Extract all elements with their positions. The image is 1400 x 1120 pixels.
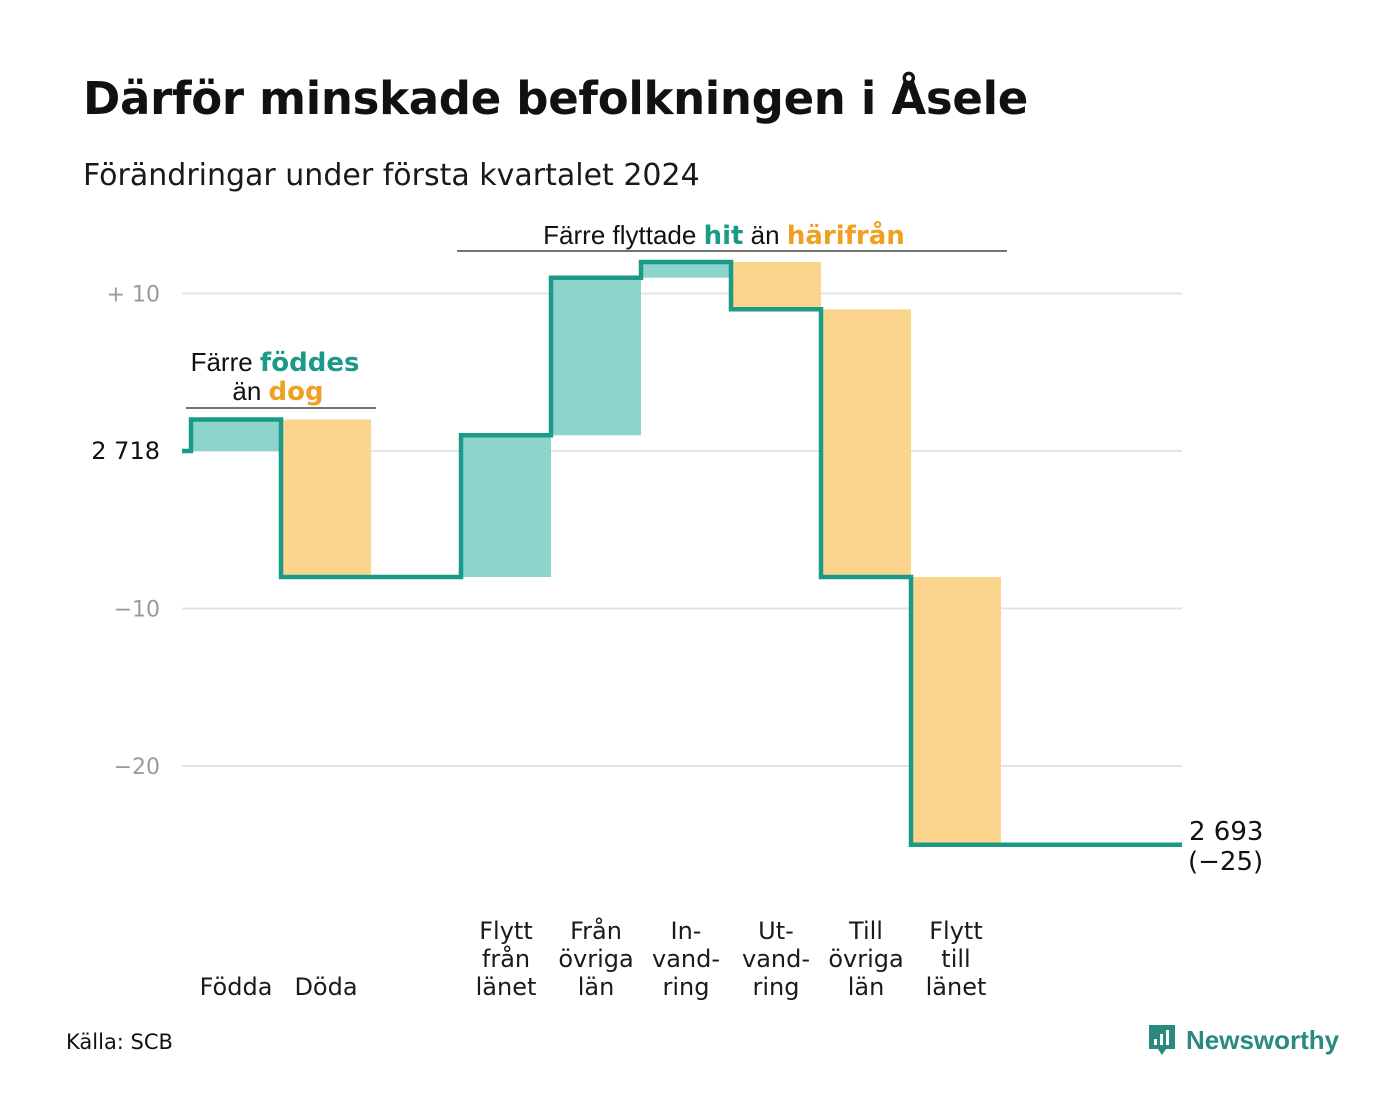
- hl-dog: dog: [269, 377, 324, 407]
- category-label: till: [941, 945, 970, 973]
- category-label: ring: [663, 973, 710, 1001]
- newsworthy-logo: Newsworthy: [1146, 1022, 1339, 1058]
- newsworthy-logo-icon: [1149, 1025, 1175, 1055]
- category-label: Från: [570, 916, 622, 945]
- chart-title: Därför minskade befolkningen i Åsele: [83, 72, 1028, 125]
- hl-harifran: härifrån: [787, 219, 905, 251]
- chart-subtitle: Förändringar under första kvartalet 2024: [83, 158, 700, 193]
- category-label: vand-: [652, 945, 720, 973]
- category-label: Flytt: [479, 917, 533, 945]
- end-value-label: 2 693: [1189, 817, 1263, 847]
- bars: [191, 262, 1001, 845]
- brand-name: Newsworthy: [1186, 1024, 1340, 1055]
- waterfall-bar: [551, 277, 641, 436]
- waterfall-bar: [461, 435, 551, 577]
- category-label: Döda: [294, 973, 357, 1001]
- y-tick-label: −10: [114, 598, 160, 623]
- waterfall-bar: [641, 262, 731, 278]
- category-label: från: [482, 944, 530, 973]
- annotation-births-deaths-line1: Färre föddes: [191, 347, 360, 378]
- category-label: övriga: [828, 945, 903, 973]
- annotation-migration: Färre flyttade hit än härifrån: [543, 219, 905, 251]
- cumulative-step-line: [182, 259, 1182, 847]
- waterfall-bar: [281, 419, 371, 577]
- y-tick-label: −20: [114, 755, 160, 780]
- waterfall-bar: [191, 419, 281, 451]
- y-tick-label: 2 718: [91, 437, 160, 465]
- category-label: Flytt: [929, 917, 983, 945]
- waterfall-bar: [911, 577, 1001, 845]
- y-axis-ticks: + 10 2 718 −10 −20: [91, 283, 160, 781]
- category-label: Till: [848, 917, 883, 945]
- hl-hit: hit: [704, 221, 744, 251]
- annotation-births-deaths-line2: än dog: [232, 376, 323, 407]
- category-label: Ut-: [758, 917, 794, 945]
- category-label: länet: [926, 973, 987, 1001]
- category-labels: Födda DödaFlyttfrånlänetFrånövrigalänIn-v…: [200, 916, 987, 1001]
- hl-fodde: föddes: [260, 348, 360, 378]
- waterfall-bar: [731, 262, 821, 310]
- gridlines: [182, 292, 1182, 767]
- y-tick-label: + 10: [107, 283, 160, 308]
- category-label: ring: [753, 973, 800, 1001]
- source-note: Källa: SCB: [66, 1030, 173, 1054]
- waterfall-bar: [821, 309, 911, 577]
- step-line: [182, 259, 1182, 847]
- category-label: Födda: [200, 973, 273, 1001]
- category-label: län: [848, 973, 885, 1001]
- end-change-label: (−25): [1188, 847, 1263, 877]
- category-label: vand-: [742, 945, 810, 973]
- category-label: övriga: [558, 945, 633, 973]
- category-label: In-: [671, 917, 702, 945]
- category-label: län: [578, 973, 615, 1001]
- category-label: länet: [476, 973, 537, 1001]
